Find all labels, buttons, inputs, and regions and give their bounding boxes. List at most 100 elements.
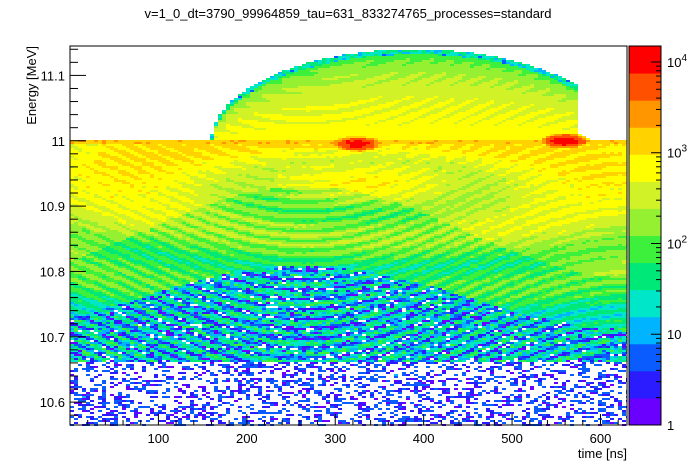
heatmap-cell [570, 142, 574, 144]
heatmap-cell [470, 140, 474, 142]
heatmap-cell [230, 128, 234, 130]
heatmap-cell [578, 156, 582, 158]
heatmap-cell [474, 160, 478, 162]
heatmap-cell [414, 150, 418, 152]
heatmap-cell [538, 72, 542, 74]
heatmap-cell [218, 136, 222, 138]
heatmap-cell [310, 114, 314, 116]
heatmap-cell [106, 146, 110, 148]
heatmap-cell [350, 92, 354, 94]
heatmap-cell [378, 138, 382, 140]
heatmap-cell [426, 98, 430, 100]
heatmap-cell [330, 144, 334, 146]
heatmap-cell [606, 146, 610, 148]
heatmap-cell [518, 144, 522, 146]
heatmap-cell [542, 156, 546, 158]
heatmap-cell [462, 64, 466, 66]
heatmap-cell [254, 144, 258, 146]
heatmap-cell [374, 66, 378, 68]
heatmap-cell [470, 98, 474, 100]
heatmap-cell [566, 154, 570, 156]
heatmap-cell [274, 104, 278, 106]
heatmap-cell [382, 132, 386, 134]
heatmap-cell [446, 80, 450, 82]
heatmap-cell [530, 98, 534, 100]
heatmap-cell [526, 132, 530, 134]
heatmap-cell [346, 56, 350, 58]
heatmap-cell [442, 138, 446, 140]
heatmap-cell [430, 72, 434, 74]
heatmap-cell [478, 94, 482, 96]
heatmap-cell [270, 158, 274, 160]
heatmap-cell [450, 106, 454, 108]
heatmap-cell [446, 114, 450, 116]
heatmap-cell [326, 96, 330, 98]
heatmap-cell [402, 50, 406, 52]
heatmap-cell [362, 114, 366, 116]
heatmap-cell [502, 90, 506, 92]
heatmap-cell [522, 120, 526, 122]
heatmap-cell [546, 146, 550, 148]
heatmap-cell [398, 98, 402, 100]
heatmap-cell [490, 60, 494, 62]
heatmap-cell [390, 140, 394, 142]
heatmap-cell [450, 90, 454, 92]
heatmap-cell [562, 142, 566, 144]
heatmap-cell [502, 66, 506, 68]
heatmap-cell [230, 150, 234, 152]
heatmap-cell [446, 68, 450, 70]
heatmap-cell [430, 146, 434, 148]
heatmap-cell [482, 76, 486, 78]
heatmap-cell [442, 132, 446, 134]
heatmap-cell [414, 70, 418, 72]
heatmap-cell [510, 60, 514, 62]
heatmap-cell [270, 76, 274, 78]
heatmap-cell [434, 100, 438, 102]
heatmap-cell [470, 92, 474, 94]
heatmap-cell [506, 76, 510, 78]
heatmap-cell [342, 154, 346, 156]
heatmap-cell [350, 56, 354, 58]
heatmap-cell [502, 134, 506, 136]
heatmap-cell [398, 82, 402, 84]
heatmap-cell [102, 142, 106, 144]
heatmap-cell [486, 74, 490, 76]
heatmap-cell [350, 122, 354, 124]
heatmap-cell [346, 60, 350, 62]
heatmap-cell [218, 158, 222, 160]
heatmap-cell [298, 154, 302, 156]
heatmap-cell [414, 112, 418, 114]
heatmap-cell [146, 146, 150, 148]
heatmap-cell [618, 140, 622, 142]
heatmap-cell [418, 92, 422, 94]
heatmap-cell [422, 154, 426, 156]
heatmap-cell [322, 110, 326, 112]
heatmap-cell [290, 138, 294, 140]
heatmap-cell [470, 160, 474, 162]
heatmap-cell [370, 154, 374, 156]
heatmap-cell [134, 142, 138, 144]
heatmap-cell [522, 152, 526, 154]
heatmap-cell [278, 84, 282, 86]
heatmap-cell [618, 158, 622, 160]
heatmap-cell [494, 58, 498, 60]
heatmap-cell [470, 62, 474, 64]
heatmap-cell [434, 130, 438, 132]
heatmap-cell [270, 96, 274, 98]
heatmap-cell [462, 130, 466, 132]
heatmap-cell [510, 140, 514, 142]
heatmap-cell [562, 122, 566, 124]
heatmap-cell [494, 80, 498, 82]
heatmap-cell [258, 138, 262, 140]
heatmap-cell [510, 150, 514, 152]
heatmap-cell [442, 82, 446, 84]
heatmap-cell [354, 140, 358, 142]
heatmap-cell [306, 122, 310, 124]
heatmap-cell [522, 138, 526, 140]
heatmap-cell [478, 104, 482, 106]
heatmap-cell [126, 150, 130, 152]
heatmap-cell [514, 148, 518, 150]
heatmap-cell [374, 142, 378, 144]
heatmap-cell [398, 88, 402, 90]
heatmap-cell [482, 80, 486, 82]
